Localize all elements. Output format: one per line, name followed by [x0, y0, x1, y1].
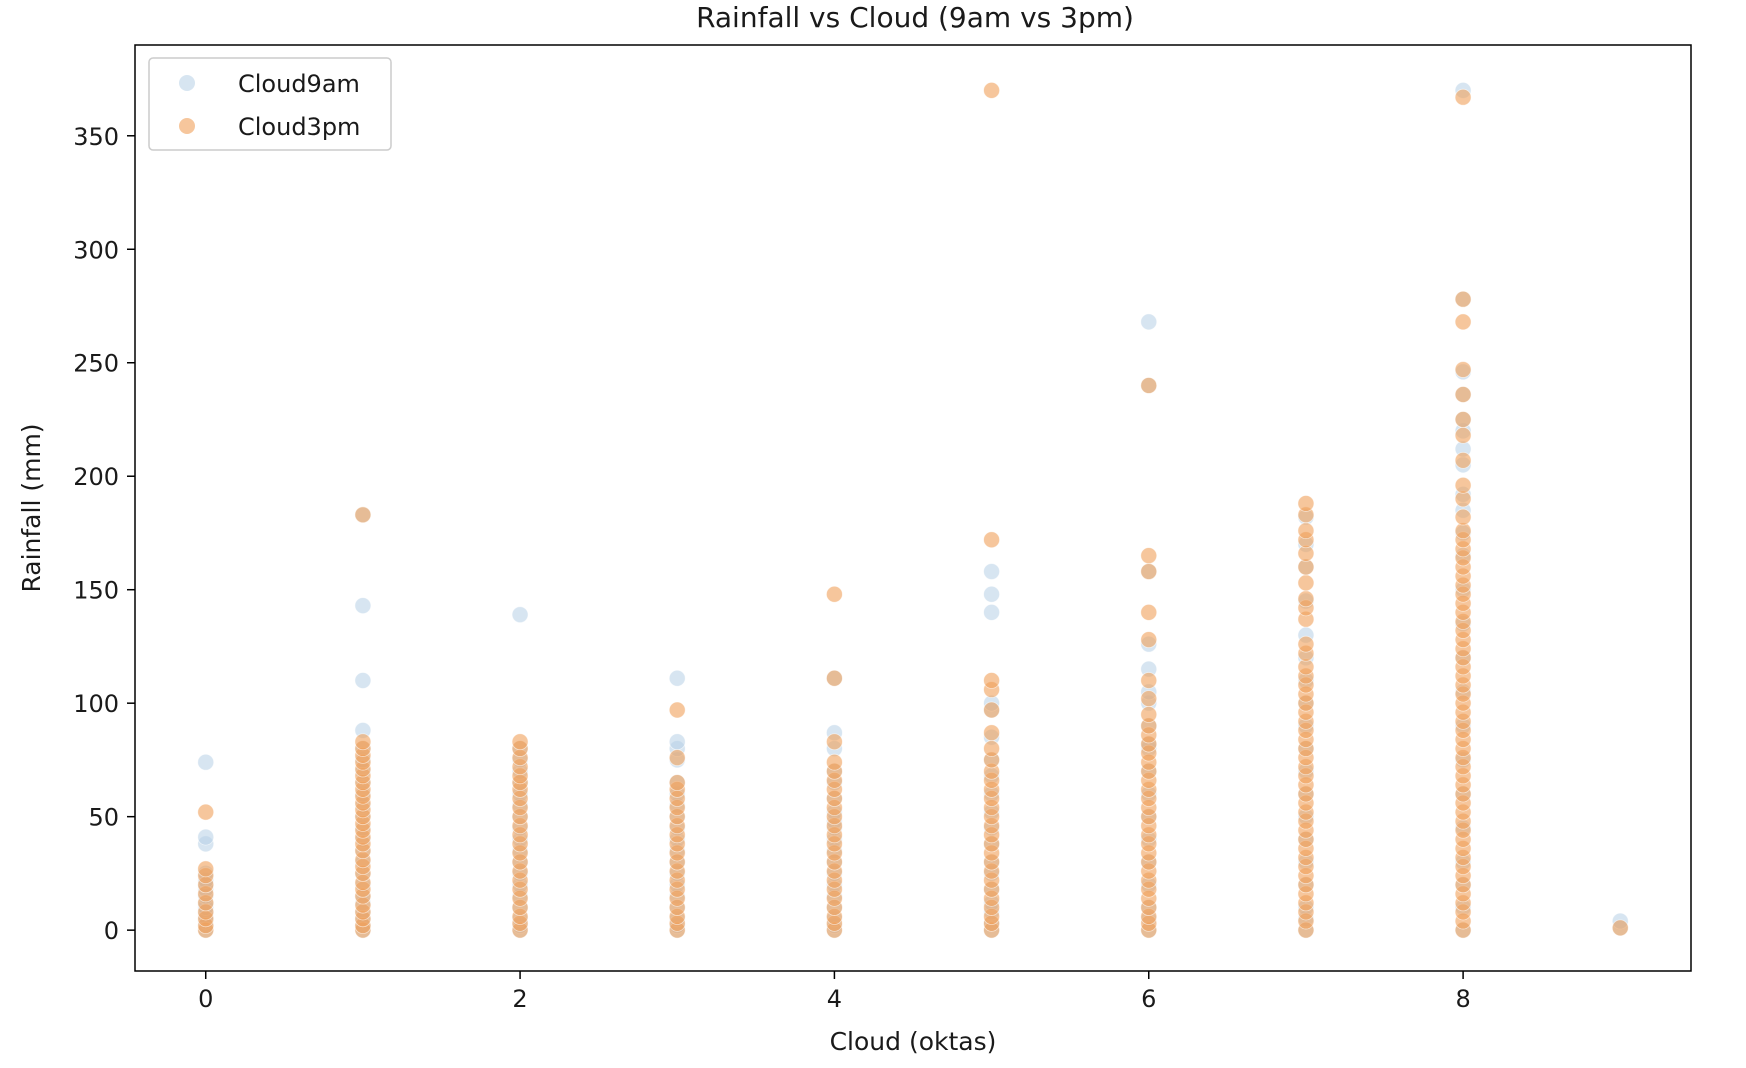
data-point	[826, 669, 843, 687]
chart-title: Rainfall vs Cloud (9am vs 3pm)	[696, 1, 1134, 34]
data-point	[1454, 313, 1472, 331]
data-point	[197, 828, 215, 846]
data-point	[1454, 386, 1472, 403]
y-axis-label: Rainfall (mm)	[17, 423, 46, 592]
data-point	[197, 860, 215, 878]
data-point	[983, 701, 1000, 719]
legend-label-cloud9am: Cloud9am	[238, 70, 360, 98]
data-point	[1140, 672, 1158, 689]
y-tick-label: 200	[73, 463, 119, 491]
axis-ticks: 0 2 4 6 8 0 50 100 150 200 250 300 350	[73, 123, 1471, 1013]
data-point	[354, 597, 372, 614]
data-point	[1454, 451, 1472, 469]
data-point	[1140, 631, 1158, 649]
data-point	[983, 604, 1000, 621]
data-point	[983, 585, 1000, 603]
data-point	[1140, 604, 1158, 621]
data-point	[983, 81, 1000, 99]
x-tick-label: 0	[198, 985, 213, 1013]
data-point	[1140, 706, 1158, 723]
y-tick-label: 250	[73, 350, 119, 378]
data-point	[1297, 574, 1315, 592]
data-point	[668, 701, 686, 719]
data-point	[826, 733, 843, 751]
data-point	[511, 606, 529, 624]
data-point	[1297, 495, 1315, 512]
x-tick-label: 4	[827, 985, 842, 1013]
legend-marker-cloud9am	[179, 75, 195, 91]
data-point	[1297, 635, 1315, 653]
data-point	[354, 672, 372, 689]
legend-box	[148, 57, 392, 151]
x-tick-label: 2	[512, 985, 527, 1013]
data-point	[511, 733, 529, 751]
data-point	[197, 803, 215, 821]
plot-area-frame	[134, 44, 1692, 972]
series-cloud3pm	[197, 81, 1629, 939]
data-point	[1611, 919, 1629, 937]
data-point	[1454, 88, 1472, 106]
data-point	[1140, 313, 1158, 331]
data-point	[354, 506, 372, 524]
data-point	[1454, 361, 1472, 378]
data-point	[1454, 426, 1472, 444]
data-point	[668, 749, 686, 767]
legend: Cloud9am Cloud3pm	[148, 57, 392, 151]
data-point	[197, 753, 215, 771]
data-point	[983, 724, 1000, 742]
legend-label-cloud3pm: Cloud3pm	[238, 113, 360, 141]
data-point	[1454, 290, 1472, 308]
y-tick-label: 100	[73, 690, 119, 718]
data-point	[983, 740, 1000, 757]
data-point	[668, 774, 686, 792]
data-point	[668, 733, 686, 751]
y-tick-label: 350	[73, 123, 119, 151]
data-point	[1454, 508, 1472, 526]
x-tick-label: 8	[1455, 985, 1470, 1013]
data-point	[1140, 547, 1158, 565]
data-point	[1454, 476, 1472, 494]
x-axis-label: Cloud (oktas)	[830, 1027, 997, 1056]
data-point	[668, 669, 686, 687]
y-tick-label: 0	[104, 917, 119, 945]
x-tick-label: 6	[1141, 985, 1156, 1013]
data-point	[983, 531, 1000, 549]
data-point	[354, 733, 372, 751]
data-point	[1297, 522, 1315, 540]
data-point	[1297, 590, 1315, 608]
data-point	[1140, 563, 1158, 580]
y-tick-label: 150	[73, 577, 119, 605]
y-tick-label: 300	[73, 236, 119, 264]
data-point	[826, 585, 843, 603]
data-point	[983, 672, 1000, 689]
data-point	[1140, 690, 1158, 708]
points-layer	[197, 81, 1629, 939]
data-point	[1454, 411, 1472, 428]
legend-marker-cloud3pm	[179, 118, 195, 134]
data-point	[826, 753, 843, 771]
y-tick-label: 50	[88, 804, 119, 832]
data-point	[983, 563, 1000, 580]
data-point	[1140, 377, 1158, 394]
